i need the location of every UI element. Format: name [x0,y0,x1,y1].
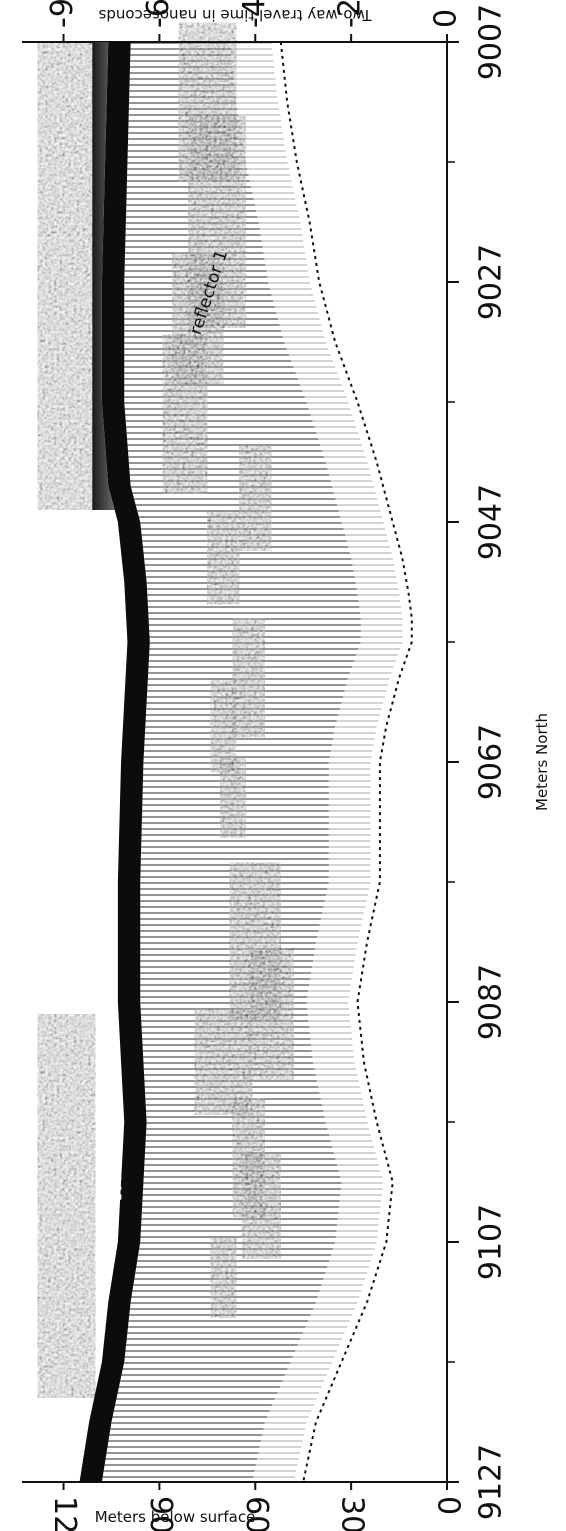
x-tick-label: 9067 [474,724,509,800]
reflector-cluster [210,679,237,773]
x-tick-label: 9007 [474,4,509,80]
gypsum-pavement-band [79,42,150,1482]
reflector-cluster [232,618,265,738]
depth-tick-label: -2.25 [333,0,368,28]
reflector-cluster [207,511,240,605]
x-tick-label: 9027 [474,244,509,320]
radargram-body [37,22,403,1482]
deep-clutter [37,42,96,510]
twt-tick-label: 30 [335,1496,370,1531]
radar-near-surface-band [229,42,403,1482]
x-tick-label: 9087 [474,964,509,1040]
annotation-gypsum-pavement: gypsum pavement [103,1042,123,1202]
reflector-cluster [242,1153,281,1259]
reflector-cluster [194,1009,253,1115]
series-layer [79,41,413,1483]
x-axis-title: Meters North [533,713,551,811]
surface-profile-line [279,41,413,1483]
reflector-cluster [220,758,246,838]
gypsum-gradient-block [92,42,115,510]
depth-tick-label: -9.00 [45,0,80,28]
deep-clutter [37,1014,96,1398]
twt-tick-label: 60 [239,1496,274,1531]
right-axis-title: Two-way travel time in nanoseconds [98,6,372,24]
depth-tick-label: -6.75 [141,0,176,28]
x-tick-label: 9047 [474,484,509,560]
reflector-cluster [248,948,294,1080]
depth-tick-label: 0 [429,9,464,28]
axes [22,34,459,1490]
reflector-cluster [239,445,272,551]
reflector-cluster [210,1238,237,1318]
x-tick-label: 9127 [474,1444,509,1520]
x-tick-label: 9107 [474,1204,509,1280]
tick-labels: 9007 9027 9047 9067 9087 9107 9127 0 -2.25 -4.50 -… [45,0,508,1531]
twt-tick-label: 120 [47,1496,82,1531]
twt-tick-label: 90 [143,1496,178,1531]
left-axis-title: Meters below surface [95,1508,256,1526]
twt-tick-label: 0 [431,1496,466,1515]
depth-tick-label: -4.50 [237,0,272,28]
reflector-cluster [162,334,208,494]
